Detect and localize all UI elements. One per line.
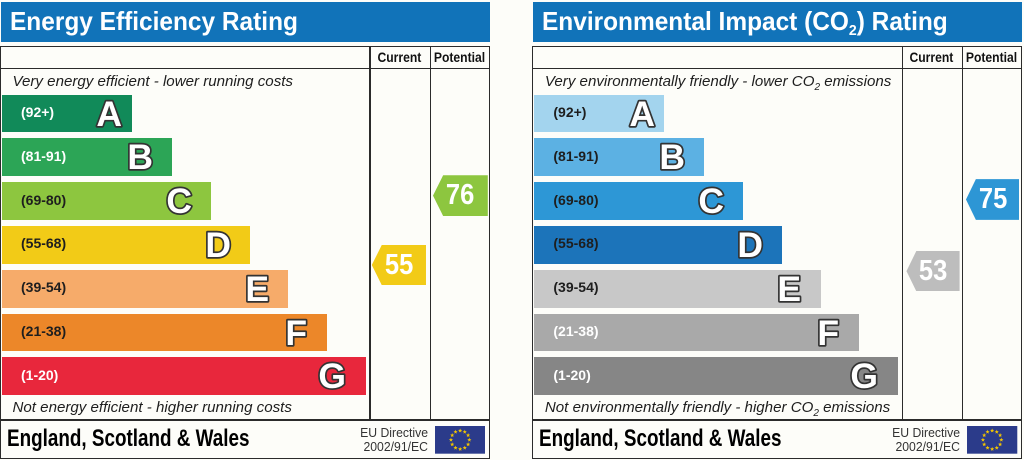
svg-text:F: F: [818, 314, 840, 352]
svg-text:D: D: [737, 226, 763, 264]
svg-text:D: D: [205, 226, 231, 264]
svg-text:E: E: [245, 270, 269, 308]
svg-text:C: C: [698, 182, 724, 220]
svg-text:B: B: [659, 138, 685, 176]
svg-text:F: F: [285, 314, 307, 352]
svg-text:A: A: [97, 95, 123, 133]
svg-text:C: C: [166, 182, 192, 220]
svg-text:A: A: [629, 95, 655, 133]
svg-text:G: G: [851, 357, 879, 395]
svg-text:G: G: [318, 357, 346, 395]
svg-text:E: E: [778, 270, 802, 308]
svg-text:B: B: [127, 138, 153, 176]
